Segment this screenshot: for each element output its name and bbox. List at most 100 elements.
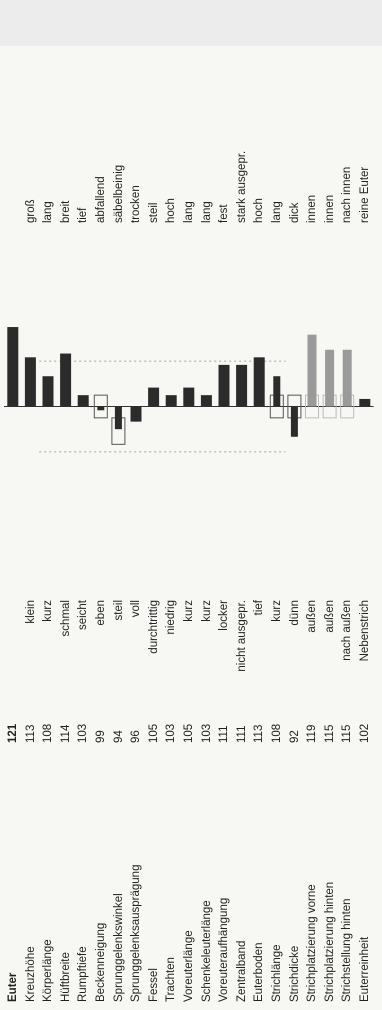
score-label-16: 92	[288, 730, 301, 743]
low-desc-label-11: kurz	[200, 600, 213, 622]
trait-label-13: Zentralband	[235, 940, 248, 1002]
low-desc-label-4: seicht	[77, 600, 90, 631]
low-desc-label-19: nach außen	[341, 600, 354, 661]
bar-10	[183, 387, 195, 407]
bar-2	[42, 376, 54, 407]
score-label-15: 108	[271, 723, 283, 743]
trait-label-16: Strichdicke	[288, 945, 301, 1002]
score-label-18: 115	[323, 724, 336, 743]
trait-label-5: Beckenneigung	[95, 922, 107, 1002]
bar-4	[77, 395, 89, 407]
trait-label-8: Fessel	[147, 968, 160, 1002]
low-desc-label-8: durchtrittig	[147, 600, 160, 654]
high-desc-label-4: tief	[77, 207, 90, 223]
low-desc-label-16: dünn	[288, 600, 301, 626]
score-label-12: 111	[218, 725, 231, 743]
score-label-7: 96	[130, 730, 143, 743]
score-label-13: 111	[235, 725, 248, 743]
bar-8	[148, 387, 160, 407]
bar-16	[290, 406, 298, 437]
bar-6	[114, 406, 122, 430]
trait-label-3: Hüftbreite	[59, 952, 72, 1002]
low-desc-label-18: außen	[323, 600, 336, 633]
high-desc-label-9: hoch	[165, 198, 178, 223]
trait-label-7: Sprunggelenksausprägung	[130, 864, 143, 1002]
top-band	[0, 0, 382, 46]
high-desc-label-2: lang	[42, 201, 55, 223]
low-desc-label-7: voll	[130, 600, 143, 618]
trait-label-6: Sprunggelenkswinkel	[112, 893, 125, 1002]
bar-14	[253, 357, 265, 407]
bar-20	[359, 398, 371, 407]
bar-15	[273, 376, 281, 407]
score-label-5: 99	[95, 730, 107, 743]
low-desc-label-13: nicht ausgepr.	[235, 600, 248, 672]
low-desc-label-6: steil	[112, 600, 125, 621]
trait-label-15: Strichlänge	[271, 944, 283, 1002]
high-desc-label-20: reine Euter	[359, 166, 371, 223]
trait-label-2: Körperlänge	[42, 939, 55, 1002]
low-desc-label-2: kurz	[42, 600, 55, 622]
high-desc-label-18: innen	[323, 194, 336, 223]
trait-label-14: Euterboden	[253, 942, 266, 1002]
low-desc-label-9: niedrig	[165, 600, 178, 635]
bar-9	[165, 395, 177, 407]
trait-label-19: Strichstellung hinten	[341, 898, 354, 1002]
score-label-3: 114	[59, 724, 72, 743]
trait-label-9: Trachten	[165, 957, 178, 1002]
high-desc-label-8: steil	[147, 202, 160, 223]
score-label-10: 105	[183, 723, 195, 743]
high-desc-label-17: innen	[306, 194, 319, 223]
high-desc-label-14: hoch	[253, 198, 266, 223]
high-desc-label-3: breit	[59, 200, 72, 223]
trait-label-0: Euter	[7, 972, 19, 1002]
bar-12	[218, 364, 230, 407]
trait-label-18: Strichplatzierung hinten	[323, 881, 336, 1002]
bar-19	[342, 349, 352, 407]
trait-label-12: Voreuteraufhängung	[218, 897, 231, 1002]
score-label-0: 121	[7, 723, 19, 743]
score-label-8: 105	[147, 723, 160, 743]
high-desc-label-16: dick	[288, 202, 301, 223]
high-desc-label-5: abfallend	[95, 176, 107, 223]
bar-13	[236, 364, 248, 407]
high-desc-label-7: trocken	[130, 185, 143, 223]
bar-5	[97, 406, 105, 411]
trait-label-1: Kreuzhöhe	[24, 946, 37, 1002]
high-desc-label-6: säbelbeinig	[112, 164, 125, 223]
score-label-2: 108	[42, 723, 55, 743]
low-desc-label-15: kurz	[271, 600, 283, 622]
bar-11	[200, 395, 212, 407]
high-desc-label-12: fest	[218, 204, 231, 223]
low-desc-label-5: eben	[95, 600, 107, 626]
low-desc-label-12: locker	[218, 600, 231, 631]
bar-18	[325, 349, 335, 407]
score-label-14: 113	[253, 724, 266, 743]
bar-1	[24, 357, 36, 407]
bar-0	[7, 327, 19, 407]
trait-label-10: Voreuterlänge	[183, 930, 195, 1002]
score-label-9: 103	[165, 723, 178, 743]
bar-7	[130, 406, 142, 422]
bar-3	[60, 353, 72, 407]
low-desc-label-10: kurz	[183, 600, 195, 622]
score-label-17: 119	[306, 724, 319, 743]
low-desc-label-3: schmal	[59, 600, 72, 637]
score-label-6: 94	[112, 730, 125, 743]
score-label-4: 103	[77, 723, 90, 743]
high-desc-label-10: lang	[183, 201, 195, 223]
trait-label-17: Strichplatzierung vorne	[306, 884, 319, 1002]
score-label-1: 113	[24, 724, 37, 743]
high-desc-label-19: nach innen	[341, 166, 354, 223]
score-label-11: 103	[200, 723, 213, 743]
high-desc-label-1: groß	[24, 199, 37, 223]
optimum-box-5	[93, 394, 108, 419]
low-desc-label-1: klein	[24, 600, 37, 624]
high-desc-label-11: lang	[200, 201, 213, 223]
low-desc-label-17: außen	[306, 600, 319, 633]
trait-label-11: Schenkeleuterlänge	[200, 900, 213, 1002]
low-desc-label-20: Nebenstrich	[359, 600, 371, 662]
bar-17	[307, 334, 317, 407]
